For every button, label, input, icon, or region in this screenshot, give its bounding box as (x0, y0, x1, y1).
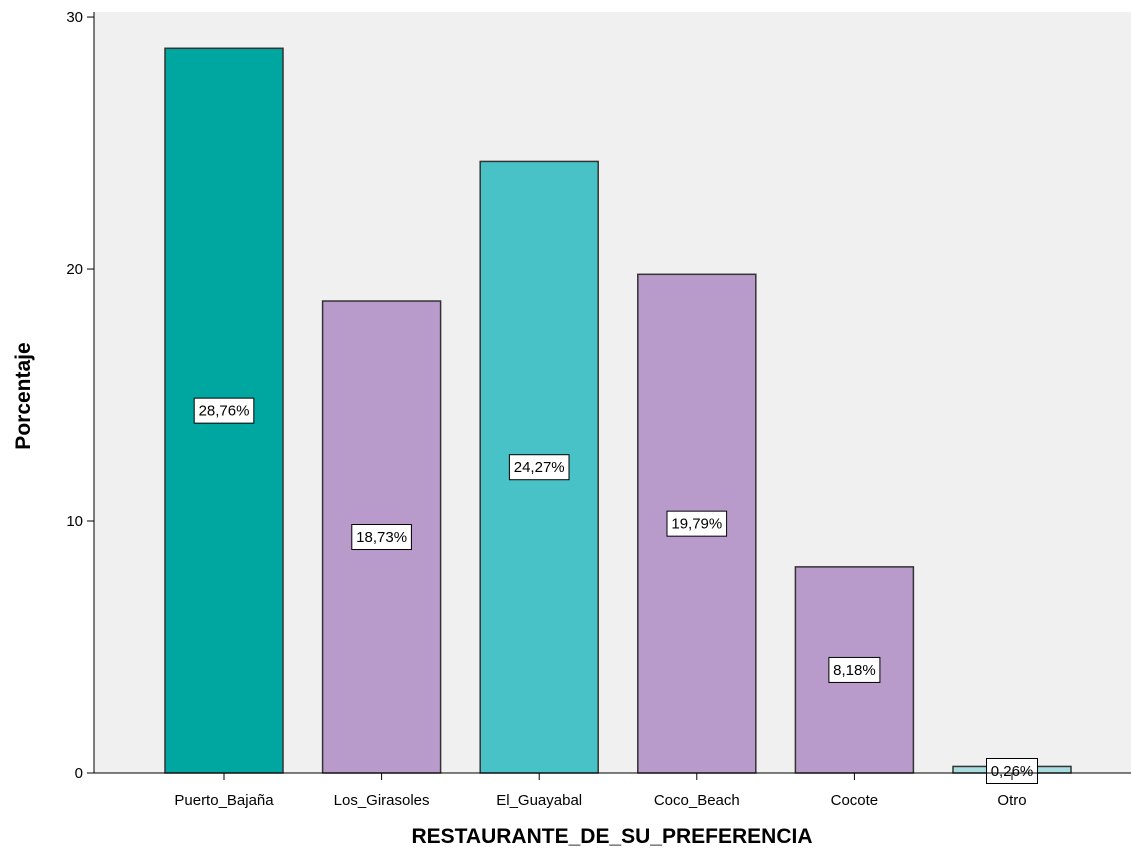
data-label: 18,73% (351, 524, 412, 551)
data-label-box (351, 524, 412, 551)
y-ticks-layer: 0 10 20 30 (66, 9, 94, 782)
data-label-box (828, 656, 881, 683)
data-labels-layer: 28,76% 18,73% 24,27% 19,79% 8,18% 0,26% (193, 397, 1038, 784)
y-tick-label: 20 (66, 261, 83, 278)
y-axis-title: Porcentaje (12, 342, 35, 449)
x-ticks-layer: Puerto_Bajaña Los_Girasoles El_Guayabal Coc… (174, 773, 1027, 809)
data-label-text: 8,18% (833, 662, 876, 679)
data-label-box (666, 510, 728, 537)
data-label: 19,79% (666, 510, 728, 537)
data-label-text: 0,26% (991, 763, 1034, 780)
data-label-box (508, 454, 570, 481)
y-tick-label: 10 (66, 513, 83, 530)
data-label-text: 19,79% (671, 516, 722, 533)
data-label: 8,18% (828, 656, 881, 683)
y-tick-label: 0 (75, 765, 83, 782)
data-label-text: 24,27% (514, 459, 565, 476)
data-label-box (193, 397, 255, 424)
x-tick-label: Coco_Beach (654, 792, 740, 809)
data-label: 24,27% (508, 454, 570, 481)
x-tick-label: Los_Girasoles (334, 792, 430, 809)
x-tick-label: Puerto_Bajaña (174, 792, 274, 809)
data-label: 28,76% (193, 397, 255, 424)
data-label-text: 28,76% (199, 403, 250, 420)
x-tick-label: Cocote (831, 792, 879, 809)
x-tick-label: Otro (997, 792, 1026, 809)
x-tick-label: El_Guayabal (496, 792, 582, 809)
data-label-text: 18,73% (356, 529, 407, 546)
x-axis-title: RESTAURANTE_DE_SU_PREFERENCIA (411, 825, 812, 848)
y-tick-label: 30 (66, 9, 83, 26)
